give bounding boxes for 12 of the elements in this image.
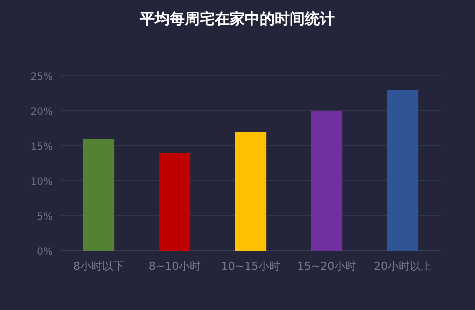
y-tick-label: 10% <box>30 177 53 188</box>
y-tick-label: 0% <box>37 247 53 258</box>
y-tick-label: 20% <box>30 107 53 118</box>
title: 平均每周宅在家中的时间统计 <box>140 10 335 28</box>
x-tick-label: 15~20小时 <box>297 260 357 273</box>
x-tick-label: 20小时以上 <box>374 260 432 273</box>
x-tick-label: 8~10小时 <box>148 260 202 273</box>
y-tick-label: 5% <box>37 212 53 223</box>
y-tick-label: 25% <box>30 72 53 83</box>
x-tick-label: 8小时以下 <box>74 260 124 273</box>
y-tick-label: 15% <box>30 142 53 153</box>
x-tick-label: 10~15小时 <box>221 260 281 273</box>
